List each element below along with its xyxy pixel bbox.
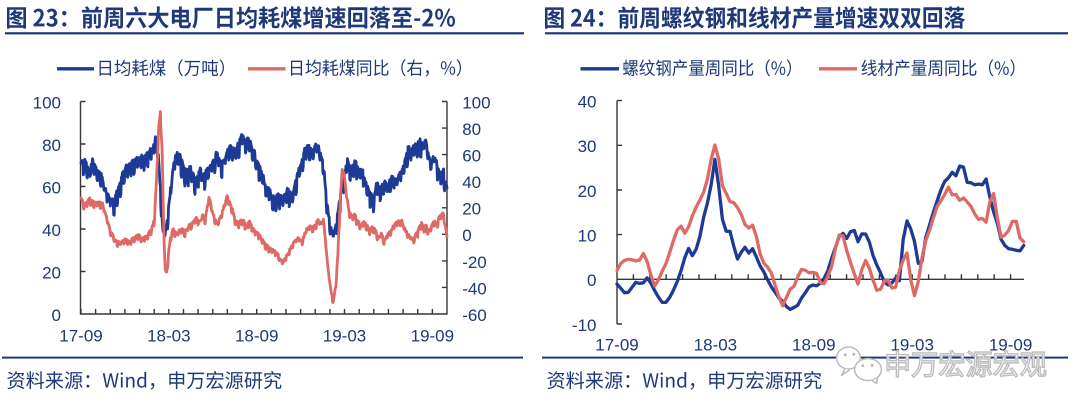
svg-text:30: 30 (578, 137, 597, 156)
svg-text:18-09: 18-09 (235, 326, 278, 345)
svg-text:0: 0 (587, 271, 596, 290)
svg-text:40: 40 (42, 221, 61, 240)
svg-text:0: 0 (462, 226, 471, 245)
svg-text:80: 80 (462, 120, 481, 139)
svg-text:60: 60 (462, 147, 481, 166)
svg-text:20: 20 (42, 263, 61, 282)
svg-text:80: 80 (42, 136, 61, 155)
svg-text:20: 20 (578, 182, 597, 201)
svg-text:18-03: 18-03 (694, 335, 737, 354)
svg-text:-20: -20 (462, 253, 487, 272)
svg-text:18-09: 18-09 (792, 335, 835, 354)
svg-text:40: 40 (578, 93, 597, 112)
svg-text:19-09: 19-09 (989, 335, 1032, 354)
svg-text:-10: -10 (572, 316, 597, 335)
svg-text:20: 20 (462, 200, 481, 219)
svg-text:10: 10 (578, 227, 597, 246)
svg-text:-60: -60 (462, 306, 487, 325)
svg-text:19-09: 19-09 (411, 326, 454, 345)
svg-text:17-09: 17-09 (595, 335, 638, 354)
svg-text:100: 100 (33, 93, 61, 112)
svg-text:40: 40 (462, 173, 481, 192)
svg-text:19-03: 19-03 (323, 326, 366, 345)
svg-text:100: 100 (462, 93, 490, 112)
svg-text:0: 0 (52, 306, 61, 325)
svg-text:19-03: 19-03 (890, 335, 933, 354)
svg-text:18-03: 18-03 (147, 326, 190, 345)
svg-text:-40: -40 (462, 279, 487, 298)
svg-text:17-09: 17-09 (59, 326, 102, 345)
svg-text:60: 60 (42, 178, 61, 197)
